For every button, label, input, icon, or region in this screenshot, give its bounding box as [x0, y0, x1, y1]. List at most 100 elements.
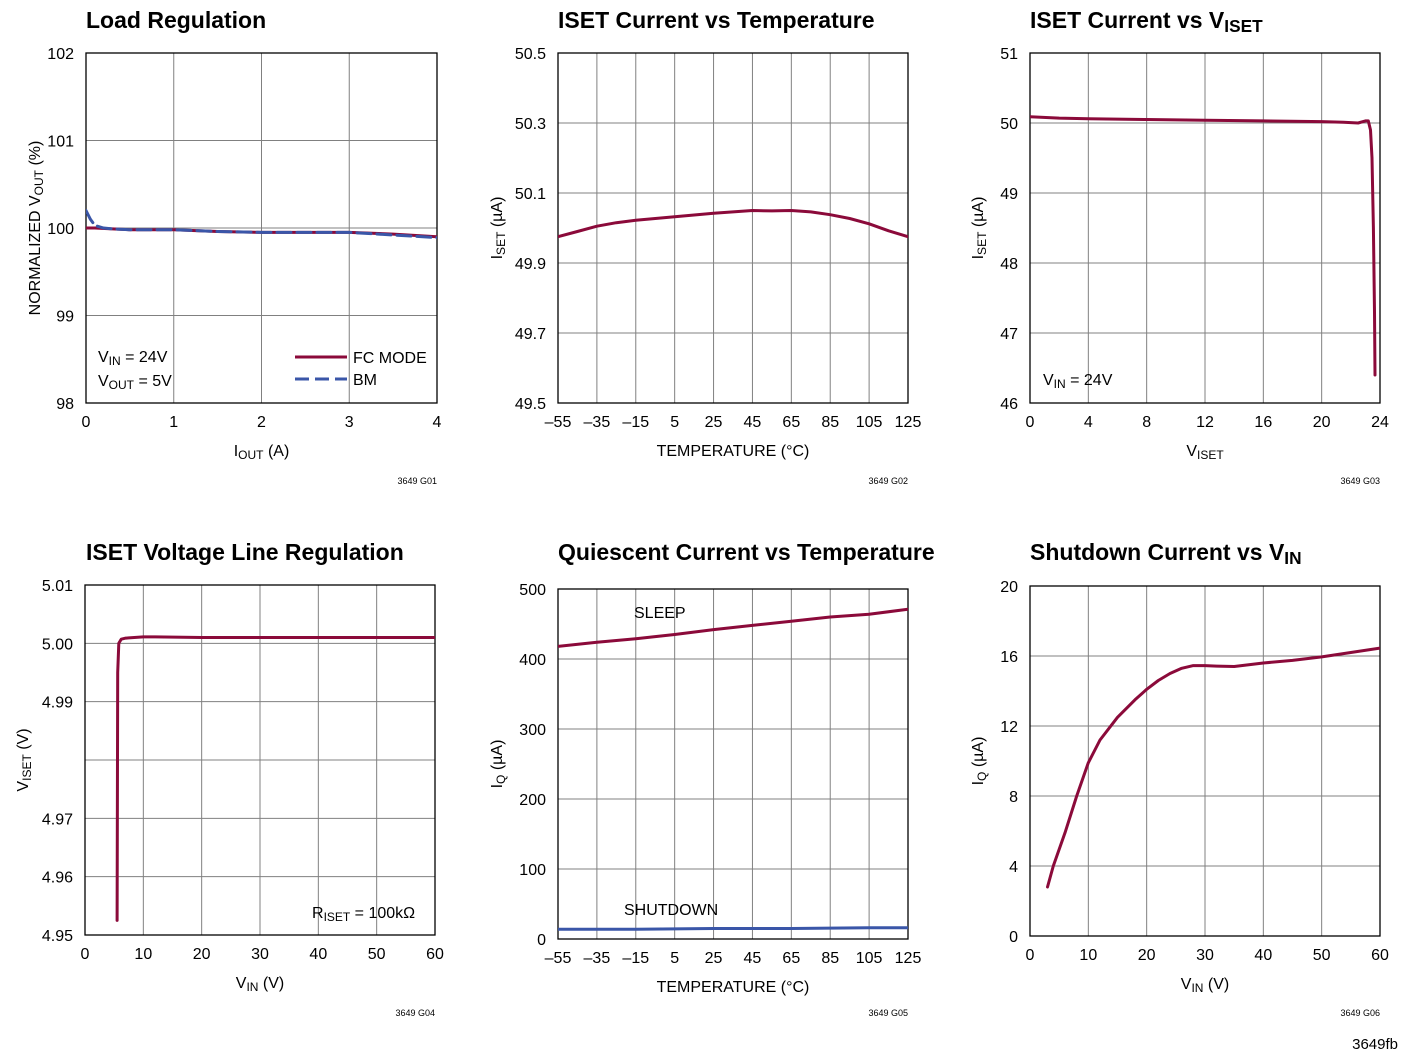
- x-tick-label: 25: [705, 414, 723, 431]
- y-tick-label: 49.7: [515, 326, 546, 343]
- x-tick-label: –15: [622, 414, 649, 431]
- figure-code: 3649 G02: [868, 476, 908, 486]
- figure-code: 3649 G05: [868, 1008, 908, 1018]
- y-tick-label: 100: [519, 862, 546, 879]
- y-axis-label: VISET (V): [15, 728, 34, 791]
- legend-label: FC MODE: [353, 350, 427, 367]
- x-tick-label: 5: [670, 950, 679, 967]
- chart-annotation: SHUTDOWN: [624, 902, 718, 919]
- y-tick-label: 47: [1000, 326, 1018, 343]
- series-line: [1030, 115, 1377, 377]
- chart-annotation: RISET = 100kΩ: [312, 905, 415, 924]
- x-tick-label: 1: [169, 414, 178, 431]
- x-tick-label: 30: [251, 946, 269, 963]
- series-line-bm: [86, 209, 437, 240]
- x-tick-label: 3: [345, 414, 354, 431]
- x-tick-label: 60: [1371, 947, 1389, 964]
- x-tick-label: –15: [622, 950, 649, 967]
- y-tick-label: 4.97: [42, 811, 73, 828]
- y-tick-label: 8: [1009, 789, 1018, 806]
- y-tick-label: 0: [1009, 929, 1018, 946]
- y-axis-label: NORMALIZED VOUT (%): [27, 141, 46, 316]
- y-tick-label: 4.96: [42, 870, 73, 887]
- x-tick-label: 50: [1313, 947, 1331, 964]
- chart-g05: Quiescent Current vs Temperature –55 –35 –1…: [489, 539, 935, 1018]
- x-tick-label: 20: [1313, 414, 1331, 431]
- x-tick-label: 45: [744, 414, 762, 431]
- x-tick-label: –35: [584, 414, 611, 431]
- figure-code: 3649 G01: [397, 476, 437, 486]
- x-tick-label: 24: [1371, 414, 1389, 431]
- x-tick-label: 30: [1196, 947, 1214, 964]
- chart-title: ISET Voltage Line Regulation: [86, 539, 404, 565]
- x-tick-label: 25: [705, 950, 723, 967]
- chart-title: Quiescent Current vs Temperature: [558, 539, 935, 565]
- legend-label: BM: [353, 372, 377, 389]
- y-tick-label: 400: [519, 652, 546, 669]
- x-tick-label: 10: [1079, 947, 1097, 964]
- x-tick-label: 0: [1026, 414, 1035, 431]
- y-tick-label: 4: [1009, 859, 1018, 876]
- x-tick-label: 16: [1254, 414, 1272, 431]
- y-tick-label: 500: [519, 582, 546, 599]
- y-tick-label: 300: [519, 722, 546, 739]
- y-tick-label: 50.3: [515, 116, 546, 133]
- chart-annotation: VIN = 24V: [1043, 372, 1113, 391]
- y-axis-label: IQ (µA): [970, 737, 989, 786]
- y-tick-label: 16: [1000, 649, 1018, 666]
- x-axis-label: VIN (V): [236, 975, 284, 994]
- plot-frame: [557, 588, 909, 940]
- series-line: [558, 209, 908, 239]
- y-tick-label: 12: [1000, 719, 1018, 736]
- y-tick-label: 50.5: [515, 46, 546, 63]
- x-tick-label: 85: [821, 414, 839, 431]
- y-axis-label: IQ (µA): [489, 740, 508, 789]
- x-tick-label: 12: [1196, 414, 1214, 431]
- x-tick-label: –35: [584, 950, 611, 967]
- x-tick-label: 65: [782, 414, 800, 431]
- x-tick-label: 0: [82, 414, 91, 431]
- y-tick-label: 49.5: [515, 396, 546, 413]
- x-tick-label: 4: [1084, 414, 1093, 431]
- y-tick-label: 49: [1000, 186, 1018, 203]
- y-tick-label: 0: [537, 932, 546, 949]
- x-tick-label: 65: [782, 950, 800, 967]
- y-tick-label: 100: [47, 221, 74, 238]
- x-tick-label: 50: [368, 946, 386, 963]
- x-tick-label: 20: [1138, 947, 1156, 964]
- x-tick-label: 125: [895, 950, 922, 967]
- x-tick-label: 85: [821, 950, 839, 967]
- x-axis-label: VIN (V): [1181, 976, 1229, 995]
- x-tick-label: 8: [1142, 414, 1151, 431]
- x-tick-label: 40: [309, 946, 327, 963]
- x-tick-label: –55: [545, 414, 572, 431]
- chart-annotation: VIN = 24V: [98, 349, 168, 368]
- figure-code: 3649 G06: [1340, 1008, 1380, 1018]
- chart-title: Shutdown Current vs VIN: [1030, 539, 1302, 568]
- x-axis-label: TEMPERATURE (°C): [657, 979, 810, 996]
- chart-annotation: VOUT = 5V: [98, 373, 172, 392]
- chart-g01: Load Regulation 0 1 2 3 4 98 99 100 101 102 IOUT (A…: [27, 7, 442, 486]
- y-axis-label: ISET (µA): [489, 197, 508, 260]
- chart-title: ISET Current vs Temperature: [558, 7, 875, 33]
- y-tick-label: 48: [1000, 256, 1018, 273]
- x-tick-label: 10: [134, 946, 152, 963]
- x-tick-label: 105: [856, 950, 883, 967]
- series-line: [1046, 646, 1380, 889]
- figure-code: 3649 G04: [395, 1008, 435, 1018]
- x-tick-label: 45: [744, 950, 762, 967]
- series-line-shutdown: [558, 926, 908, 931]
- x-tick-label: 40: [1254, 947, 1272, 964]
- x-axis-label: VISET: [1186, 443, 1224, 462]
- x-tick-label: 0: [81, 946, 90, 963]
- y-tick-label: 99: [56, 309, 74, 326]
- x-tick-label: 60: [426, 946, 444, 963]
- series-line-sleep: [558, 607, 908, 648]
- x-axis-label: TEMPERATURE (°C): [657, 443, 810, 460]
- page-footer: 3649fb: [1352, 1036, 1398, 1051]
- x-tick-label: 20: [193, 946, 211, 963]
- chart-annotation: SLEEP: [634, 605, 686, 622]
- x-tick-label: –55: [545, 950, 572, 967]
